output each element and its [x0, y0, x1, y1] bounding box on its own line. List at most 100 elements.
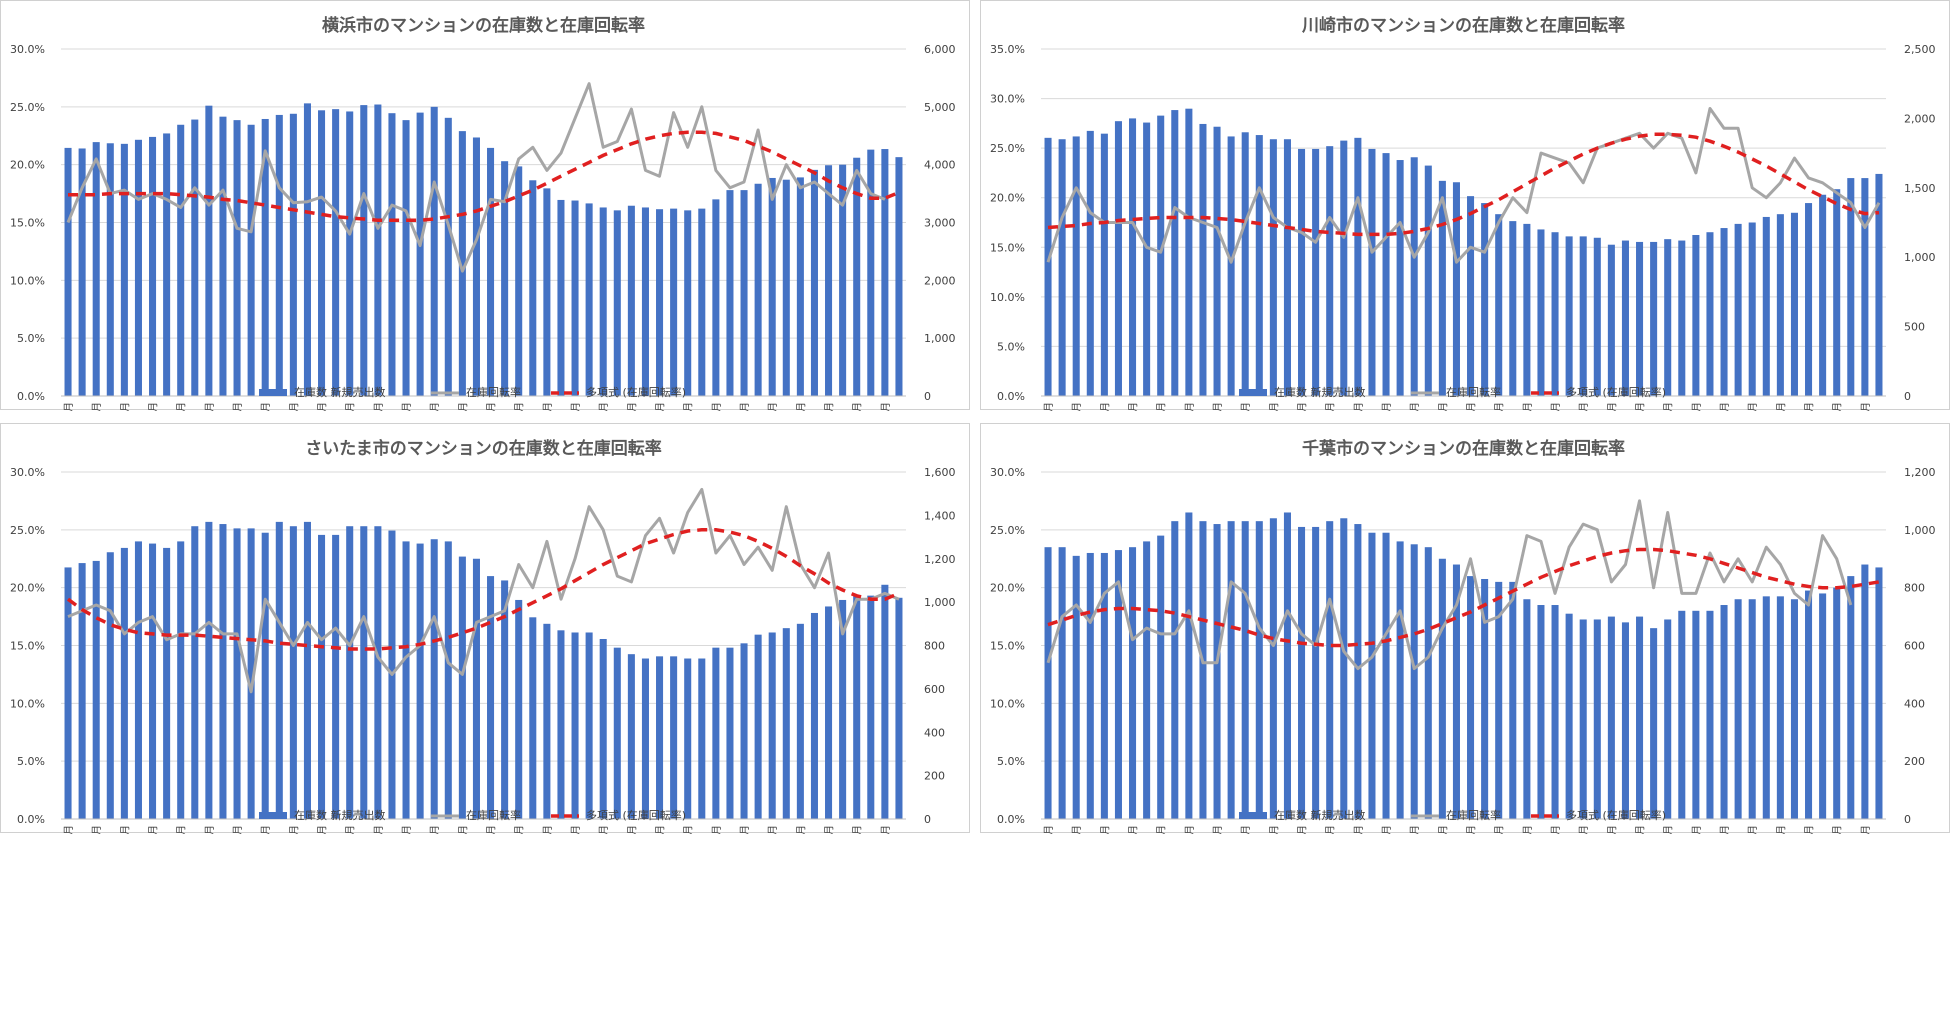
bar: [1199, 521, 1207, 819]
bar: [360, 105, 368, 397]
bar: [120, 143, 128, 396]
bar: [430, 539, 438, 819]
x-axis-tick: 2021年6月: [597, 825, 610, 834]
bar: [1424, 165, 1432, 396]
bar: [881, 149, 889, 396]
bar: [1621, 240, 1629, 396]
bar: [430, 106, 438, 396]
x-axis-tick: 2019年4月: [231, 402, 244, 411]
right-axis-tick: 4,000: [924, 159, 956, 172]
bar: [1621, 622, 1629, 819]
x-axis-tick: 2018年12月: [1155, 825, 1168, 834]
bar: [261, 532, 269, 819]
x-axis-tick: 2021年4月: [569, 825, 582, 834]
x-axis-tick: 2019年12月: [1324, 825, 1337, 834]
bar: [219, 116, 227, 396]
bar: [1805, 203, 1813, 396]
bar: [374, 526, 382, 819]
right-axis-tick: 200: [1904, 755, 1925, 768]
bar: [1833, 587, 1841, 819]
x-axis-tick: 2022年12月: [851, 825, 864, 834]
left-axis-tick: 15.0%: [10, 217, 45, 230]
x-axis-tick: 2022年2月: [1690, 825, 1703, 834]
bar: [64, 567, 72, 819]
x-axis-tick: 2023年2月: [879, 402, 892, 411]
bar: [1058, 139, 1066, 396]
x-axis-tick: 2022年6月: [1746, 402, 1759, 411]
bar: [1650, 241, 1658, 396]
x-axis-tick: 2020年12月: [513, 402, 526, 411]
x-axis-tick: 2019年4月: [231, 825, 244, 834]
x-axis-tick: 2021年4月: [1549, 825, 1562, 834]
bar: [191, 119, 199, 396]
x-axis-tick: 2018年8月: [1098, 402, 1111, 411]
legend-label-bars: 在庫数 新規売出数: [1274, 808, 1366, 822]
bar: [1438, 180, 1446, 396]
bar: [1298, 148, 1306, 396]
right-axis-tick: 2,000: [1904, 112, 1936, 125]
x-axis-tick: 2018年12月: [175, 825, 188, 834]
x-axis-tick: 2021年10月: [654, 402, 667, 411]
legend-label-trend: 多項式 (在庫回転率): [1566, 808, 1666, 822]
left-axis-tick: 25.0%: [10, 101, 45, 114]
bar: [1086, 130, 1094, 396]
x-axis-tick: 2020年4月: [400, 825, 413, 834]
bar: [289, 526, 297, 819]
bar: [1579, 619, 1587, 819]
legend-label-bars: 在庫数 新規売出数: [1274, 385, 1366, 399]
x-axis-tick: 2019年2月: [1183, 825, 1196, 834]
right-axis-tick: 0: [1904, 813, 1911, 826]
x-axis-tick: 2023年2月: [1859, 402, 1872, 411]
bar: [1255, 135, 1263, 396]
x-axis-tick: 2022年8月: [794, 825, 807, 834]
bar: [78, 148, 86, 396]
bar: [1636, 616, 1644, 819]
bar: [1044, 137, 1052, 396]
bar: [768, 177, 776, 396]
right-axis-tick: 400: [1904, 697, 1925, 710]
x-axis-tick: 2021年4月: [1549, 402, 1562, 411]
bar: [796, 623, 804, 819]
bar: [1790, 599, 1798, 819]
x-axis-tick: 2021年12月: [682, 825, 695, 834]
right-axis-tick: 0: [924, 390, 931, 403]
x-axis-tick: 2021年2月: [1521, 825, 1534, 834]
x-axis-tick: 2019年2月: [1183, 402, 1196, 411]
bar: [501, 161, 509, 396]
x-axis-tick: 2018年8月: [118, 402, 131, 411]
bar: [1579, 236, 1587, 396]
bar: [1129, 118, 1137, 397]
x-axis-tick: 2020年2月: [1352, 825, 1365, 834]
legend-label-line: 在庫回転率: [1446, 808, 1501, 822]
bar: [1438, 558, 1446, 819]
x-axis-tick: 2022年12月: [1831, 825, 1844, 834]
bar: [1790, 212, 1798, 396]
bar: [332, 534, 340, 819]
bar: [402, 541, 410, 819]
bar: [656, 656, 664, 819]
bar: [92, 142, 100, 396]
bar: [332, 109, 340, 396]
bar: [1776, 596, 1784, 819]
bar: [458, 556, 466, 819]
x-axis-tick: 2018年10月: [1127, 402, 1140, 411]
bar: [585, 203, 593, 396]
x-axis-tick: 2020年12月: [1493, 825, 1506, 834]
bar: [895, 157, 903, 396]
bar: [472, 558, 480, 819]
bar: [895, 597, 903, 819]
chart-kawasaki: 川崎市のマンションの在庫数と在庫回転率 0.0% 5.0% 10.0% 15.0% 20.…: [990, 15, 1936, 411]
bar: [1734, 223, 1742, 396]
bar: [571, 632, 579, 819]
trend-line: [66, 528, 900, 651]
bar: [1495, 214, 1503, 396]
bar: [740, 643, 748, 819]
x-axis-tick: 2021年8月: [625, 402, 638, 411]
bar: [64, 147, 72, 396]
bar: [1565, 236, 1573, 396]
bar: [78, 563, 86, 819]
x-axis-tick: 2018年10月: [147, 825, 160, 834]
x-axis-tick: 2022年2月: [710, 402, 723, 411]
x-axis-tick: 2021年6月: [1577, 825, 1590, 834]
left-axis-tick: 35.0%: [990, 43, 1025, 56]
